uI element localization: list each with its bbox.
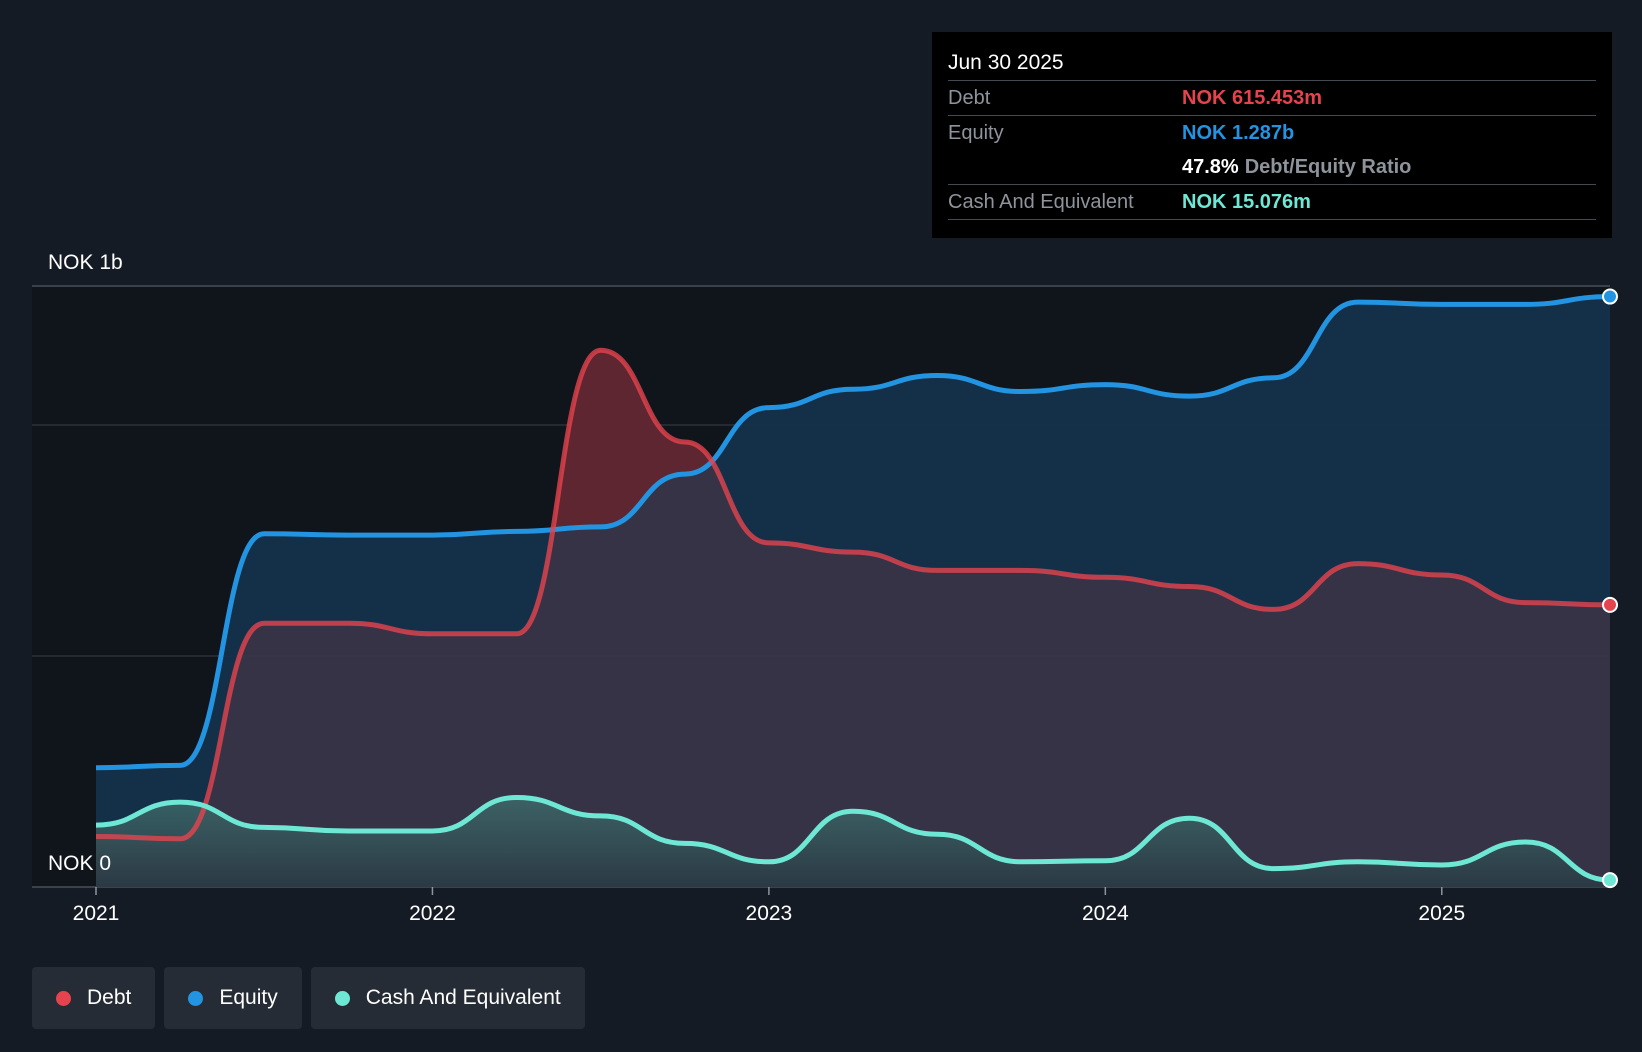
debt-line[interactable] [95, 347, 1611, 842]
cash-end-marker[interactable] [1602, 872, 1618, 889]
tooltip-ratio-row: 47.8% Debt/Equity Ratio [948, 150, 1596, 185]
legend: Debt Equity Cash And Equivalent [32, 967, 585, 1029]
tooltip-debt-label: Debt [948, 87, 991, 109]
cash-line[interactable] [95, 795, 1611, 883]
y-axis-bottom-label: NOK 0 [48, 852, 111, 875]
tooltip-cash-value: NOK 15.076m [1182, 191, 1311, 213]
tooltip-cash-row: Cash And Equivalent NOK 15.076m [948, 185, 1596, 220]
legend-item-equity[interactable]: Equity [164, 967, 302, 1029]
tooltip-ratio-label: Debt/Equity Ratio [1244, 156, 1412, 178]
legend-item-cash[interactable]: Cash And Equivalent [310, 967, 585, 1029]
tooltip-ratio-value: 47.8% [1182, 156, 1239, 178]
debt-end-marker[interactable] [1602, 596, 1618, 613]
legend-item-debt[interactable]: Debt [32, 967, 156, 1029]
tooltip-debt-value: NOK 615.453m [1182, 87, 1323, 109]
y-axis-top-label: NOK 1b [48, 251, 123, 274]
equity-dot-icon [188, 990, 204, 1006]
legend-label-cash: Cash And Equivalent [365, 986, 561, 1009]
equity-end-marker[interactable] [1602, 288, 1618, 305]
tooltip-equity-row: Equity NOK 1.287b [948, 116, 1596, 150]
x-tick-label-2022: 2022 [409, 902, 456, 925]
cash-dot-icon [334, 990, 350, 1006]
legend-label-equity: Equity [219, 986, 278, 1009]
tooltip-debt-row: Debt NOK 615.453m [948, 81, 1596, 116]
x-tick-label-2024: 2024 [1082, 902, 1129, 925]
tooltip: Jun 30 2025 Debt NOK 615.453m Equity NOK… [932, 32, 1612, 238]
tooltip-equity-label: Equity [948, 122, 1004, 144]
x-tick-label-2023: 2023 [746, 902, 793, 925]
x-tick-label-2021: 2021 [73, 902, 120, 925]
tooltip-date: Jun 30 2025 [948, 46, 1596, 81]
equity-line[interactable] [95, 294, 1611, 771]
cash-area [96, 797, 1610, 887]
legend-label-debt: Debt [87, 986, 132, 1009]
tooltip-cash-label: Cash And Equivalent [948, 191, 1134, 213]
x-tick-label-2025: 2025 [1418, 902, 1465, 925]
debt-area [96, 350, 1610, 887]
debt-dot-icon [56, 990, 71, 1006]
tooltip-equity-value: NOK 1.287b [1182, 122, 1295, 144]
